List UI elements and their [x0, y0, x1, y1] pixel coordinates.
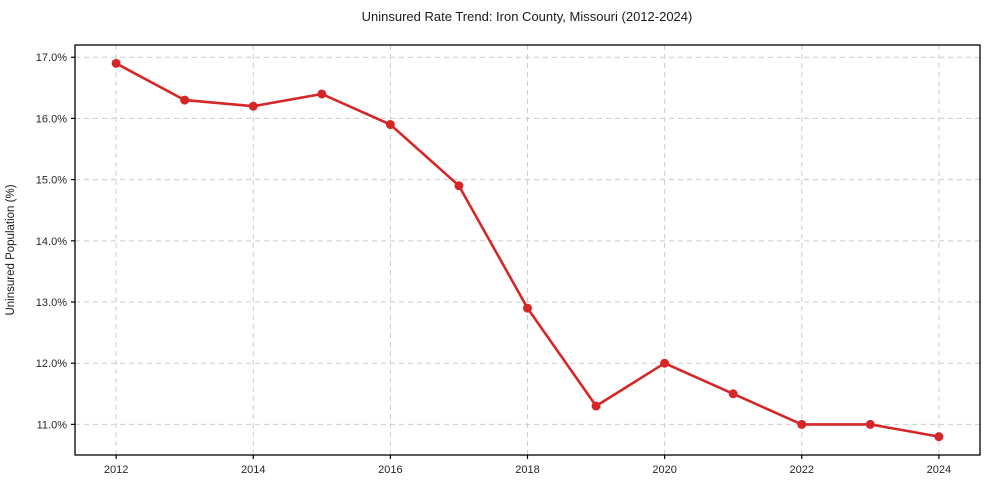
data-point-2013: [180, 95, 190, 105]
x-tick-label: 2018: [515, 464, 539, 476]
y-axis-label: Uninsured Population (%): [5, 184, 17, 315]
y-tick-label: 17.0%: [36, 52, 67, 64]
y-tick-label: 13.0%: [36, 297, 67, 309]
data-point-2021: [728, 389, 738, 399]
x-tick-label: 2014: [241, 464, 265, 476]
data-point-2016: [385, 120, 395, 130]
grid-layer: [75, 45, 980, 455]
y-tick-label: 16.0%: [36, 113, 67, 125]
y-tick-label: 11.0%: [37, 419, 68, 431]
data-point-2022: [797, 419, 807, 429]
axes-layer: 11.0% 12.0% 13.0% 14.0% 15.0% 16.0% 17.0% 2012 2…: [36, 44, 981, 476]
data-point-2018: [523, 303, 532, 313]
data-point-2015: [317, 89, 327, 99]
y-tick-label: 15.0%: [36, 175, 67, 187]
plot-border: [74, 44, 981, 456]
x-tick-label: 2020: [652, 464, 676, 476]
series-layer: [111, 58, 944, 442]
data-point-2023: [865, 419, 875, 429]
y-tick-label: 14.0%: [36, 236, 67, 248]
chart-title: Uninsured Rate Trend: Iron County, Misso…: [362, 9, 693, 24]
data-point-2012: [111, 58, 121, 68]
data-point-2019: [591, 401, 601, 411]
x-tick-label: 2024: [927, 464, 951, 476]
data-point-2017: [454, 181, 464, 191]
data-point-2014: [248, 101, 258, 111]
x-tick-label: 2022: [790, 464, 814, 476]
x-tick-label: 2012: [104, 464, 128, 476]
data-point-2024: [934, 432, 944, 442]
x-tick-label: 2016: [378, 464, 402, 476]
data-point-2020: [660, 358, 670, 368]
y-tick-label: 12.0%: [36, 358, 67, 370]
